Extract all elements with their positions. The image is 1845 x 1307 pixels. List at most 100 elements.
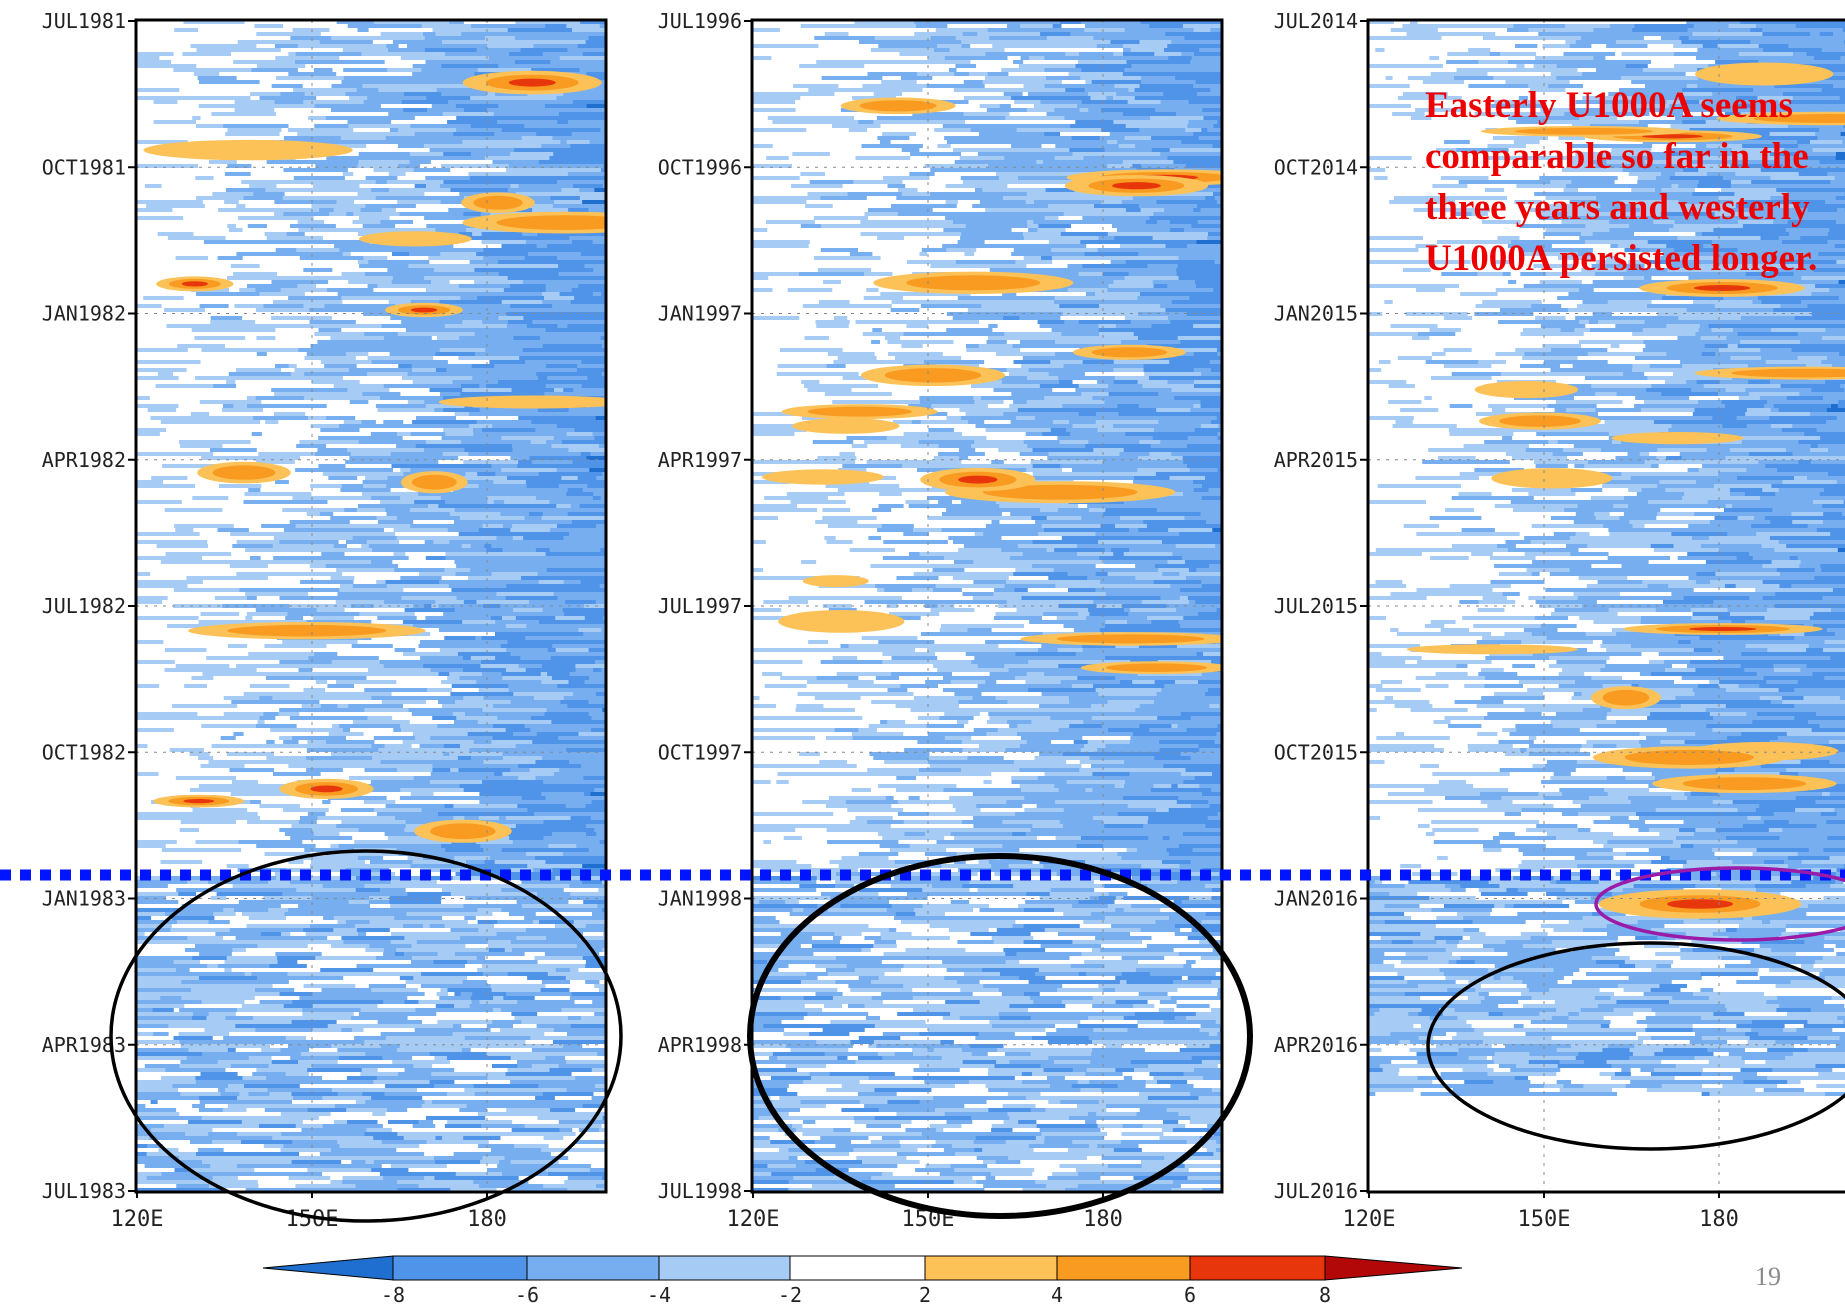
heatmap-cell	[1171, 724, 1179, 728]
heatmap-cell	[1008, 668, 1067, 672]
heatmap-cell	[434, 408, 445, 412]
heatmap-cell	[303, 396, 365, 400]
heatmap-cell	[1071, 84, 1116, 88]
heatmap-cell	[1129, 548, 1159, 552]
heatmap-cell	[965, 224, 1029, 228]
heatmap-cell	[510, 768, 531, 772]
heatmap-cell	[248, 488, 261, 492]
heatmap-cell	[1187, 320, 1221, 324]
heatmap-cell	[590, 816, 606, 820]
heatmap-cell	[1129, 684, 1166, 688]
heatmap-cell	[1163, 148, 1171, 152]
heatmap-cell	[752, 56, 772, 60]
heatmap-cell	[594, 188, 606, 192]
heatmap-cell	[599, 24, 606, 28]
heatmap-cell	[519, 356, 544, 360]
heatmap-cell	[497, 716, 532, 720]
heatmap-cell	[1201, 700, 1222, 704]
heatmap-cell	[435, 600, 465, 604]
heatmap-cell	[525, 480, 584, 484]
heatmap-cell	[188, 1120, 243, 1124]
heatmap-cell	[582, 480, 606, 484]
heatmap-cell	[1016, 608, 1044, 612]
heatmap-cell	[314, 452, 352, 456]
heatmap-cell	[543, 836, 576, 840]
heatmap-cell	[166, 540, 208, 544]
heatmap-cell	[479, 384, 488, 388]
heatmap-cell	[895, 704, 917, 708]
heatmap-cell	[521, 944, 578, 948]
heatmap-cell	[1068, 592, 1107, 596]
heatmap-cell	[264, 852, 295, 856]
heatmap-cell	[587, 376, 606, 380]
heatmap-cell	[509, 368, 531, 372]
heatmap-cell	[273, 40, 321, 44]
heatmap-cell	[571, 520, 586, 524]
heatmap-cell	[986, 700, 1009, 704]
heatmap-cell	[446, 368, 511, 372]
heatmap-cell	[537, 892, 572, 896]
heatmap-cell	[1104, 220, 1147, 224]
heatmap-cell	[1104, 400, 1143, 404]
heatmap-cell	[530, 532, 570, 536]
heatmap-cell	[446, 1092, 476, 1096]
heatmap-cell	[1221, 664, 1222, 668]
heatmap-cell	[1151, 620, 1180, 624]
heatmap-cell	[1195, 280, 1222, 284]
heatmap-cell	[869, 384, 879, 388]
heatmap-cell	[521, 504, 558, 508]
heatmap-cell	[136, 1020, 202, 1024]
heatmap-cell	[234, 108, 275, 112]
heatmap-cell	[527, 1088, 568, 1092]
heatmap-cell	[359, 340, 421, 344]
heatmap-cell	[529, 768, 550, 772]
heatmap-cell	[1038, 224, 1071, 228]
heatmap-cell	[376, 992, 425, 996]
heatmap-cell	[965, 648, 1020, 652]
heatmap-cell	[322, 708, 350, 712]
heatmap-cell	[150, 1100, 158, 1104]
heatmap-cell	[392, 40, 443, 44]
heatmap-cell	[545, 288, 573, 292]
heatmap-cell	[555, 616, 586, 620]
heatmap-cell	[833, 360, 890, 364]
heatmap-cell	[768, 812, 801, 816]
heatmap-cell	[955, 64, 976, 68]
heatmap-cell	[324, 304, 385, 308]
heatmap-cell	[488, 944, 523, 948]
heatmap-cell	[474, 332, 542, 336]
heatmap-cell	[1183, 492, 1222, 496]
heatmap-cell	[1027, 220, 1035, 224]
heatmap-cell	[432, 716, 458, 720]
heatmap-cell	[1168, 316, 1191, 320]
heatmap-cell	[230, 264, 260, 268]
heatmap-cell	[447, 1056, 512, 1060]
panel-a: JUL1981OCT1981JAN1982APR1982JUL1982OCT19…	[42, 9, 608, 1232]
heatmap-cell	[897, 212, 947, 216]
heatmap-cell	[566, 256, 606, 260]
heatmap-cell	[508, 688, 569, 692]
heatmap-cell	[396, 768, 434, 772]
heatmap-cell	[212, 508, 223, 512]
heatmap-cell	[529, 456, 588, 460]
heatmap-cell	[136, 744, 148, 748]
heatmap-cell	[377, 408, 403, 412]
heatmap-cell	[196, 1124, 260, 1128]
heatmap-cell	[1149, 216, 1198, 220]
heatmap-cell	[965, 332, 1006, 336]
heatmap-cell	[1181, 556, 1191, 560]
heatmap-cell	[1181, 356, 1222, 360]
heatmap-cell	[404, 952, 439, 956]
heatmap-cell	[444, 1124, 482, 1128]
heatmap-cell	[791, 184, 843, 188]
heatmap-cell	[502, 720, 553, 724]
heatmap-cell	[403, 752, 434, 756]
heatmap-cell	[1016, 664, 1060, 668]
heatmap-cell	[424, 604, 433, 608]
heatmap-cell	[520, 784, 563, 788]
heatmap-cell	[526, 308, 536, 312]
heatmap-cell	[1212, 772, 1222, 776]
heatmap-cell	[323, 972, 370, 976]
heatmap-cell	[266, 532, 297, 536]
heatmap-cell	[320, 360, 337, 364]
